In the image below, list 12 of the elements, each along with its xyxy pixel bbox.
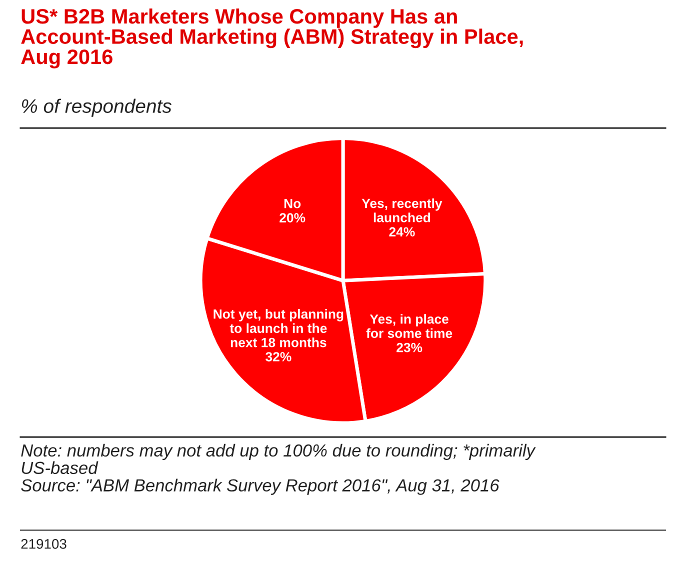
- data-label: 32%: [266, 352, 292, 362]
- slice-label: No: [284, 199, 301, 208]
- slice-label: Yes, recently launched: [362, 198, 442, 222]
- data-label: 20%: [280, 213, 306, 222]
- data-label: 24%: [389, 227, 415, 236]
- text: 219103: [21, 538, 66, 549]
- slice-label: Not yet, but planning to launch in the next 18 months: [214, 309, 344, 348]
- chart-title: US* B2B Marketers Whose Company Has an Account-Based Marketing (ABM) Strategy in Place, Aug 2016: [21, 8, 523, 68]
- slice-label: Yes, in place for some time: [366, 314, 452, 338]
- chart-subtitle: % of respondents: [22, 98, 172, 117]
- data-label: 23%: [396, 342, 422, 352]
- text: Note: numbers may not add up to 100% due to rounding; *primarily US-based Source: "ABM Benchmark Survey Report 2016", Aug 31, 2016: [21, 444, 536, 495]
